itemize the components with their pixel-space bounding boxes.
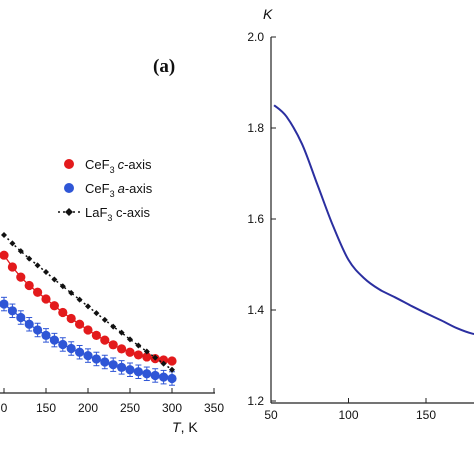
data-point bbox=[59, 283, 66, 290]
data-point bbox=[110, 323, 117, 330]
data-point bbox=[24, 319, 34, 329]
right-panel: K 1.2 1.4 1.6 1.8 2.0 50 100 150 bbox=[247, 6, 474, 422]
data-point bbox=[108, 360, 118, 370]
data-point bbox=[68, 289, 75, 296]
data-point bbox=[127, 336, 133, 343]
data-point bbox=[49, 335, 60, 345]
data-point bbox=[160, 360, 167, 367]
data-point bbox=[133, 367, 143, 377]
data-point bbox=[17, 248, 24, 255]
data-point bbox=[159, 372, 169, 382]
data-point bbox=[7, 262, 18, 272]
data-point bbox=[83, 350, 93, 361]
data-point bbox=[83, 325, 93, 335]
data-point bbox=[133, 350, 143, 360]
legend-entry-laf3-c: LaF3 c-axis bbox=[58, 205, 150, 223]
data-point bbox=[16, 272, 26, 282]
data-point bbox=[159, 355, 169, 365]
legend: CeF3 c-axis CeF3 a-axis LaF3 c-axis bbox=[58, 157, 153, 223]
data-point bbox=[142, 352, 152, 362]
data-point bbox=[58, 339, 68, 350]
data-point bbox=[24, 280, 34, 291]
left-x-tick-label: 250 bbox=[120, 401, 140, 415]
legend-label-cef3-a: CeF3 a-axis bbox=[85, 181, 153, 199]
left-series-layer bbox=[0, 232, 177, 386]
left-x-tick-label: 150 bbox=[36, 401, 56, 415]
left-panel: 0 150 200 250 300 350 (a) T, K CeF3 c-axis CeF… bbox=[0, 56, 224, 435]
legend-marker-cef3-a bbox=[64, 183, 74, 193]
data-point bbox=[33, 325, 43, 335]
data-point bbox=[125, 347, 135, 357]
data-point bbox=[75, 319, 85, 329]
data-point bbox=[167, 356, 177, 366]
right-ticks: 1.2 1.4 1.6 1.8 2.0 50 100 150 bbox=[247, 30, 436, 422]
data-point bbox=[43, 269, 49, 276]
data-point bbox=[100, 335, 110, 345]
data-point bbox=[9, 240, 16, 247]
data-point bbox=[58, 307, 68, 318]
data-point bbox=[93, 310, 100, 317]
data-point bbox=[16, 312, 26, 323]
data-point bbox=[7, 306, 18, 316]
legend-label-laf3-c: LaF3 c-axis bbox=[85, 205, 150, 223]
data-point bbox=[143, 348, 150, 355]
data-point bbox=[49, 301, 60, 311]
data-point bbox=[152, 354, 159, 361]
right-x-tick-label: 150 bbox=[416, 408, 436, 422]
right-x-tick-label: 100 bbox=[338, 408, 358, 422]
right-y-tick-label: 1.6 bbox=[247, 212, 264, 226]
data-point bbox=[76, 296, 83, 303]
left-x-tick-label: 350 bbox=[204, 401, 224, 415]
left-series-2 bbox=[1, 232, 175, 373]
data-point bbox=[0, 250, 9, 260]
data-point bbox=[66, 313, 76, 324]
legend-entry-cef3-c: CeF3 c-axis bbox=[64, 157, 152, 175]
right-series-curve bbox=[273, 104, 474, 336]
data-point bbox=[33, 287, 43, 297]
panel-label: (a) bbox=[153, 56, 175, 77]
data-point bbox=[125, 365, 135, 375]
data-point bbox=[150, 370, 160, 381]
data-point bbox=[66, 343, 76, 354]
left-series-0 bbox=[0, 250, 177, 366]
data-point bbox=[108, 340, 118, 350]
data-point bbox=[85, 303, 91, 310]
legend-marker-laf3-c bbox=[65, 208, 73, 216]
legend-marker-cef3-c bbox=[64, 159, 74, 169]
right-y-axis-title: K bbox=[263, 6, 273, 22]
data-point bbox=[26, 255, 33, 262]
right-y-tick-label: 1.2 bbox=[247, 394, 264, 408]
legend-label-cef3-c: CeF3 c-axis bbox=[85, 157, 152, 175]
data-point bbox=[135, 342, 142, 349]
data-point bbox=[41, 294, 51, 304]
data-point bbox=[169, 366, 175, 373]
data-point bbox=[41, 330, 51, 340]
left-series-1 bbox=[0, 296, 177, 386]
data-point bbox=[75, 347, 85, 357]
left-x-tick-label: 200 bbox=[78, 401, 98, 415]
data-point bbox=[1, 232, 7, 238]
data-point bbox=[142, 369, 152, 379]
data-point bbox=[101, 316, 108, 323]
data-point bbox=[117, 344, 127, 354]
right-y-tick-label: 1.8 bbox=[247, 121, 264, 135]
data-point bbox=[118, 329, 125, 336]
data-point bbox=[0, 299, 9, 309]
data-point bbox=[117, 362, 127, 372]
data-point bbox=[34, 262, 41, 269]
data-point bbox=[51, 276, 58, 283]
right-x-tick-label: 50 bbox=[264, 408, 278, 422]
right-y-tick-label: 2.0 bbox=[247, 30, 264, 44]
right-y-tick-label: 1.4 bbox=[247, 303, 264, 317]
left-x-ticks: 0 150 200 250 300 350 bbox=[1, 388, 224, 415]
left-x-tick-label: 300 bbox=[162, 401, 182, 415]
left-x-tick-label: 0 bbox=[1, 401, 8, 415]
data-point bbox=[100, 357, 110, 367]
left-x-axis-title: T, K bbox=[172, 419, 198, 435]
legend-entry-cef3-a: CeF3 a-axis bbox=[64, 181, 153, 199]
data-point bbox=[167, 373, 177, 384]
data-point bbox=[91, 330, 101, 340]
data-point bbox=[91, 354, 101, 364]
